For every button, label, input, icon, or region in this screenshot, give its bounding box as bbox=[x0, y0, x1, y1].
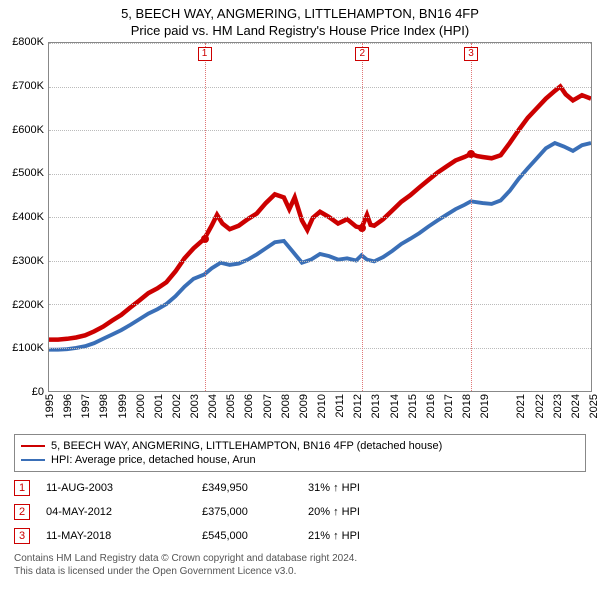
y-tick-label: £100K bbox=[12, 342, 44, 354]
sale-marker-line bbox=[205, 43, 206, 391]
footer-line-1: Contains HM Land Registry data © Crown c… bbox=[14, 552, 586, 565]
legend-row: 5, BEECH WAY, ANGMERING, LITTLEHAMPTON, … bbox=[21, 439, 579, 453]
sales-diff: 20% ↑ HPI bbox=[308, 506, 398, 518]
x-tick-label: 2011 bbox=[334, 394, 346, 418]
title-line-1: 5, BEECH WAY, ANGMERING, LITTLEHAMPTON, … bbox=[0, 0, 600, 21]
gridline bbox=[49, 217, 591, 218]
sales-badge: 2 bbox=[14, 504, 30, 520]
x-tick-label: 1995 bbox=[44, 394, 56, 418]
sales-row: 2 04-MAY-2012 £375,000 20% ↑ HPI bbox=[14, 500, 586, 524]
x-tick-label: 1999 bbox=[117, 394, 129, 418]
x-tick-label: 2021 bbox=[515, 394, 527, 418]
x-tick-label: 2009 bbox=[298, 394, 310, 418]
x-tick-label: 2017 bbox=[443, 394, 455, 418]
y-tick-label: £400K bbox=[12, 211, 44, 223]
y-tick-label: £0 bbox=[32, 386, 44, 398]
x-tick-label: 2005 bbox=[225, 394, 237, 418]
sale-marker-line bbox=[362, 43, 363, 391]
x-axis-labels: 1995199619971998199920002001200220032004… bbox=[48, 392, 592, 432]
series-price_paid bbox=[49, 87, 591, 340]
sales-diff: 21% ↑ HPI bbox=[308, 530, 398, 542]
sale-marker-badge: 2 bbox=[355, 47, 369, 61]
x-tick-label: 2015 bbox=[407, 394, 419, 418]
x-tick-label: 1998 bbox=[98, 394, 110, 418]
figure-container: 5, BEECH WAY, ANGMERING, LITTLEHAMPTON, … bbox=[0, 0, 600, 590]
x-tick-label: 2014 bbox=[389, 394, 401, 418]
x-tick-label: 2012 bbox=[352, 394, 364, 418]
titles: 5, BEECH WAY, ANGMERING, LITTLEHAMPTON, … bbox=[0, 0, 600, 42]
x-tick-label: 2024 bbox=[570, 394, 582, 418]
sales-price: £545,000 bbox=[202, 530, 292, 542]
sales-price: £375,000 bbox=[202, 506, 292, 518]
gridline bbox=[49, 130, 591, 131]
sales-row: 3 11-MAY-2018 £545,000 21% ↑ HPI bbox=[14, 524, 586, 548]
legend: 5, BEECH WAY, ANGMERING, LITTLEHAMPTON, … bbox=[14, 434, 586, 472]
y-tick-label: £200K bbox=[12, 299, 44, 311]
y-tick-label: £600K bbox=[12, 124, 44, 136]
x-tick-label: 2006 bbox=[243, 394, 255, 418]
legend-swatch bbox=[21, 459, 45, 461]
sale-marker-dot bbox=[201, 235, 209, 243]
x-tick-label: 2025 bbox=[588, 394, 600, 418]
sales-row: 1 11-AUG-2003 £349,950 31% ↑ HPI bbox=[14, 476, 586, 500]
sales-badge: 1 bbox=[14, 480, 30, 496]
sales-date: 04-MAY-2012 bbox=[46, 506, 186, 518]
sales-date: 11-AUG-2003 bbox=[46, 482, 186, 494]
sale-marker-badge: 3 bbox=[464, 47, 478, 61]
legend-swatch bbox=[21, 445, 45, 447]
x-tick-label: 2007 bbox=[262, 394, 274, 418]
title-line-2: Price paid vs. HM Land Registry's House … bbox=[0, 21, 600, 42]
x-tick-label: 2013 bbox=[370, 394, 382, 418]
sale-marker-dot bbox=[467, 150, 475, 158]
sales-price: £349,950 bbox=[202, 482, 292, 494]
sale-marker-line bbox=[471, 43, 472, 391]
sales-table: 1 11-AUG-2003 £349,950 31% ↑ HPI 2 04-MAY-201… bbox=[14, 476, 586, 548]
x-tick-label: 2019 bbox=[479, 394, 491, 418]
footer-line-2: This data is licensed under the Open Gov… bbox=[14, 565, 586, 578]
x-tick-label: 1997 bbox=[80, 394, 92, 418]
sale-marker-badge: 1 bbox=[198, 47, 212, 61]
gridline bbox=[49, 43, 591, 44]
x-tick-label: 2010 bbox=[316, 394, 328, 418]
x-tick-label: 2003 bbox=[189, 394, 201, 418]
chart-area: 123 £0£100K£200K£300K£400K£500K£600K£700… bbox=[48, 42, 592, 392]
gridline bbox=[49, 348, 591, 349]
gridline bbox=[49, 261, 591, 262]
footer-attribution: Contains HM Land Registry data © Crown c… bbox=[14, 552, 586, 578]
y-tick-label: £700K bbox=[12, 80, 44, 92]
x-tick-label: 2018 bbox=[461, 394, 473, 418]
gridline bbox=[49, 174, 591, 175]
x-tick-label: 1996 bbox=[62, 394, 74, 418]
y-tick-label: £300K bbox=[12, 255, 44, 267]
sale-marker-dot bbox=[358, 224, 366, 232]
sales-date: 11-MAY-2018 bbox=[46, 530, 186, 542]
gridline bbox=[49, 87, 591, 88]
legend-row: HPI: Average price, detached house, Arun bbox=[21, 453, 579, 467]
y-tick-label: £800K bbox=[12, 36, 44, 48]
x-tick-label: 2002 bbox=[171, 394, 183, 418]
x-tick-label: 2022 bbox=[534, 394, 546, 418]
x-tick-label: 2001 bbox=[153, 394, 165, 418]
gridline bbox=[49, 304, 591, 305]
x-tick-label: 2004 bbox=[207, 394, 219, 418]
sales-diff: 31% ↑ HPI bbox=[308, 482, 398, 494]
x-tick-label: 2000 bbox=[135, 394, 147, 418]
x-tick-label: 2016 bbox=[425, 394, 437, 418]
x-tick-label: 2008 bbox=[280, 394, 292, 418]
legend-label: HPI: Average price, detached house, Arun bbox=[51, 454, 256, 466]
sales-badge: 3 bbox=[14, 528, 30, 544]
plot-area: 1 2 3 bbox=[48, 42, 592, 392]
y-tick-label: £500K bbox=[12, 167, 44, 179]
x-tick-label: 2023 bbox=[552, 394, 564, 418]
legend-label: 5, BEECH WAY, ANGMERING, LITTLEHAMPTON, … bbox=[51, 440, 442, 452]
